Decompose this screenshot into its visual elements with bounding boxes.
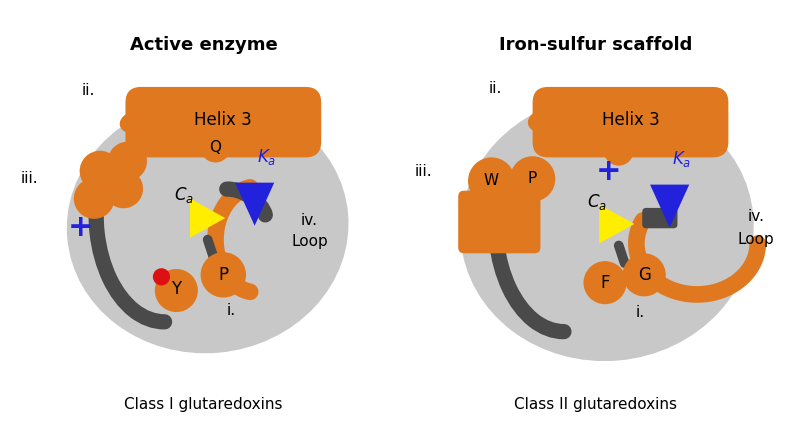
Circle shape — [74, 178, 114, 219]
Text: Loop: Loop — [291, 234, 328, 249]
Circle shape — [174, 91, 198, 115]
Text: iv.: iv. — [301, 213, 318, 227]
Circle shape — [583, 261, 626, 304]
Circle shape — [510, 156, 555, 202]
FancyBboxPatch shape — [642, 208, 678, 228]
FancyBboxPatch shape — [533, 87, 729, 158]
Text: i.: i. — [227, 303, 236, 317]
FancyBboxPatch shape — [125, 87, 321, 158]
Circle shape — [203, 89, 228, 114]
Text: P: P — [528, 171, 537, 186]
Circle shape — [149, 93, 173, 116]
Text: +: + — [596, 157, 622, 186]
Text: P: P — [218, 266, 229, 284]
Text: iii.: iii. — [21, 171, 38, 186]
Ellipse shape — [120, 110, 155, 134]
Ellipse shape — [67, 99, 348, 353]
Polygon shape — [190, 198, 225, 238]
Circle shape — [669, 95, 690, 118]
Circle shape — [155, 269, 198, 312]
Circle shape — [80, 151, 121, 191]
Circle shape — [201, 133, 230, 163]
Text: ii.: ii. — [81, 83, 95, 98]
Text: +: + — [68, 214, 93, 242]
Text: G: G — [638, 266, 650, 284]
Text: $C_a$: $C_a$ — [587, 192, 607, 212]
Text: Loop: Loop — [737, 232, 774, 247]
Circle shape — [231, 91, 255, 115]
Polygon shape — [599, 204, 634, 243]
Circle shape — [604, 136, 634, 166]
Circle shape — [108, 142, 147, 181]
Circle shape — [281, 98, 303, 119]
Text: Iron-sulfur scaffold: Iron-sulfur scaffold — [499, 36, 692, 54]
Circle shape — [468, 158, 515, 204]
Text: Class I glutaredoxins: Class I glutaredoxins — [125, 397, 283, 412]
Circle shape — [560, 93, 583, 116]
Ellipse shape — [528, 109, 561, 133]
Text: $K_a$: $K_a$ — [672, 149, 691, 169]
Text: Q: Q — [209, 140, 221, 155]
Circle shape — [256, 93, 280, 116]
Text: Helix 3: Helix 3 — [194, 111, 252, 129]
Polygon shape — [235, 182, 274, 226]
Circle shape — [153, 268, 170, 285]
Polygon shape — [650, 185, 690, 228]
Circle shape — [586, 90, 612, 115]
Text: $C_a$: $C_a$ — [174, 185, 194, 205]
Text: i.: i. — [636, 305, 645, 320]
Text: ii.: ii. — [489, 81, 502, 96]
Circle shape — [104, 169, 143, 208]
Text: iii.: iii. — [414, 163, 431, 178]
Ellipse shape — [460, 95, 753, 361]
Text: iv.: iv. — [747, 209, 765, 224]
Circle shape — [644, 91, 668, 115]
Text: $K_a$: $K_a$ — [256, 147, 276, 167]
FancyBboxPatch shape — [459, 190, 540, 254]
Circle shape — [616, 89, 641, 114]
Text: Helix 3: Helix 3 — [602, 111, 659, 129]
Text: Active enzyme: Active enzyme — [130, 36, 277, 54]
Circle shape — [201, 252, 246, 297]
Text: F: F — [600, 274, 610, 292]
Circle shape — [622, 254, 666, 297]
Text: Class II glutaredoxins: Class II glutaredoxins — [514, 397, 677, 412]
Text: W: W — [484, 174, 499, 188]
Text: Y: Y — [171, 280, 181, 297]
